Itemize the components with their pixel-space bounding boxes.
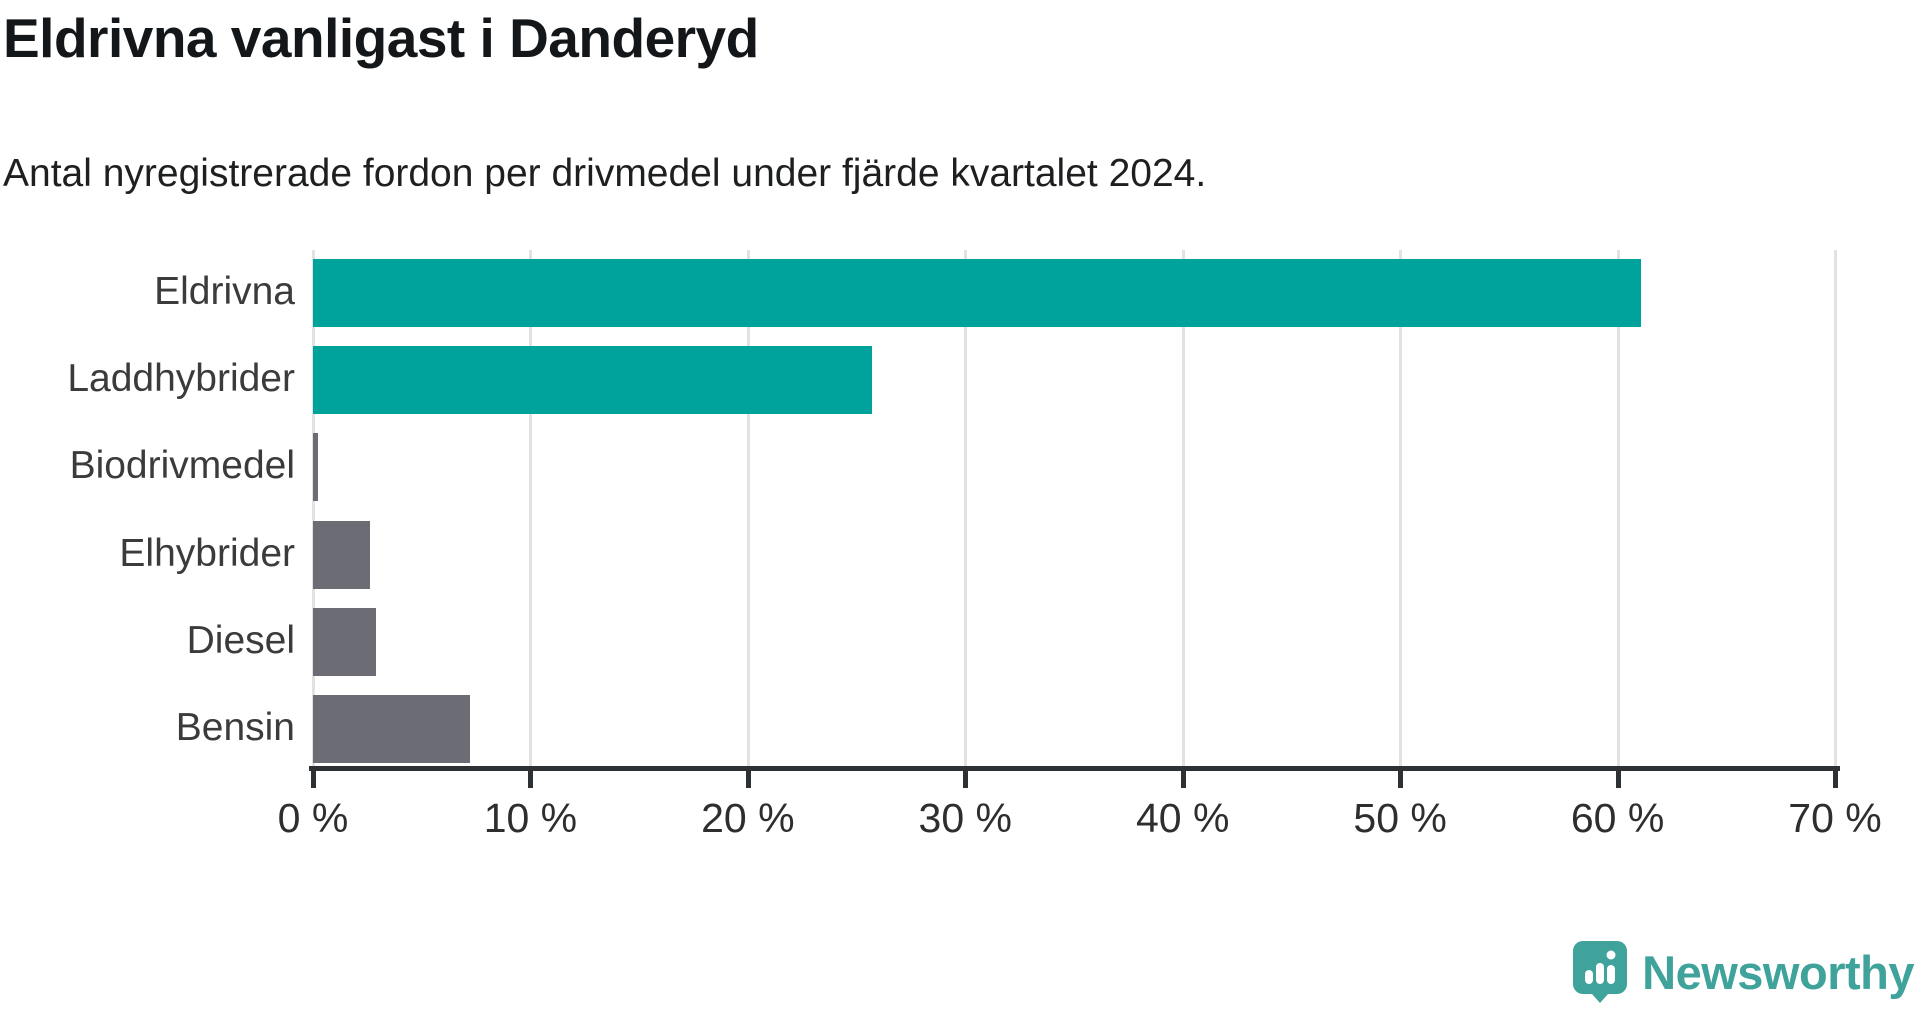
gridline-50: [1399, 250, 1403, 766]
gridline-30: [964, 250, 968, 766]
x-tick-label-30: 30 %: [918, 795, 1012, 841]
bar-bensin: [313, 695, 470, 763]
x-tick-label-70: 70 %: [1788, 795, 1882, 841]
x-tick-label-0: 0 %: [277, 795, 349, 841]
gridline-0: [312, 250, 315, 766]
x-tick-label-40: 40 %: [1135, 795, 1230, 841]
x-tick-40: [1180, 771, 1186, 788]
category-label-diesel: Diesel: [186, 618, 295, 662]
gridline-40: [1181, 250, 1185, 766]
gridline-60: [1616, 250, 1620, 766]
x-tick-30: [963, 771, 969, 788]
category-label-eldrivna: Eldrivna: [154, 270, 295, 313]
newsworthy-logo[interactable]: Newsworthy: [1573, 941, 1914, 1004]
newsworthy-logo-icon: [1573, 941, 1628, 1004]
x-tick-10: [528, 771, 534, 788]
gridline-10: [529, 250, 533, 766]
category-label-laddhybrider: Laddhybrider: [67, 357, 295, 401]
bar-laddhybrider: [313, 346, 872, 415]
x-tick-20: [745, 771, 751, 788]
x-tick-70: [1833, 771, 1838, 788]
x-tick-label-50: 50 %: [1353, 795, 1447, 841]
x-axis-line: [309, 766, 1840, 771]
gridline-70: [1834, 250, 1837, 766]
x-tick-60: [1615, 771, 1621, 788]
x-tick-label-60: 60 %: [1570, 795, 1665, 841]
x-tick-label-10: 10 %: [483, 795, 578, 841]
plot-area: Eldrivna Laddhybrider Biodrivmedel Elhybrid…: [67, 250, 1882, 841]
bar-biodrivmedel: [313, 433, 319, 502]
newsworthy-logo-text: Newsworthy: [1642, 946, 1914, 999]
bar-elhybrider: [313, 520, 370, 589]
bar-diesel: [313, 607, 377, 676]
chart-title: Eldrivna vanligast i Danderyd: [3, 7, 759, 69]
x-tick-50: [1398, 771, 1404, 788]
x-tick-0: [311, 771, 316, 788]
chart-subtitle: Antal nyregistrerade fordon per drivmede…: [3, 152, 1207, 195]
category-label-elhybrider: Elhybrider: [119, 531, 295, 575]
x-tick-label-20: 20 %: [701, 795, 795, 841]
category-label-bensin: Bensin: [175, 706, 295, 749]
gridline-20: [746, 250, 750, 766]
category-label-biodrivmedel: Biodrivmedel: [69, 444, 295, 488]
bar-eldrivna: [313, 259, 1642, 327]
